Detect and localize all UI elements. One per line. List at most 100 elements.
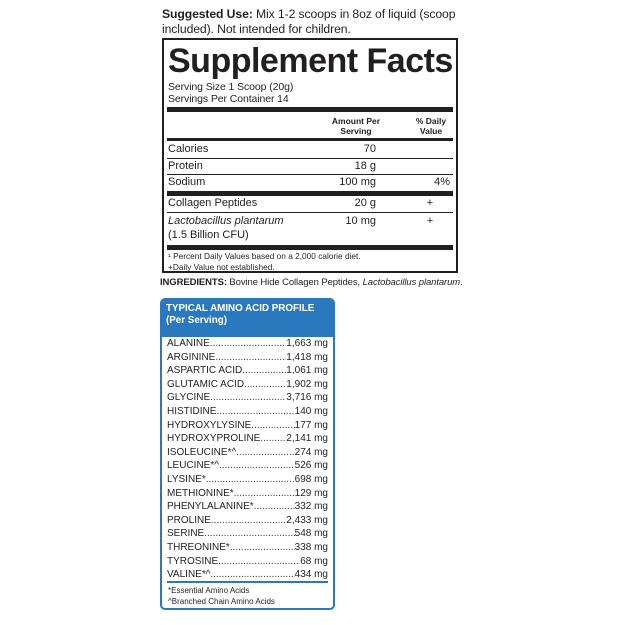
amino-row: LEUCINE*^ 526 mg (167, 459, 328, 473)
panel-title: Supplement Facts (168, 42, 453, 80)
leader-dots (210, 391, 286, 405)
leader-dots (230, 541, 295, 555)
nutrient-row-cont: (1.5 Billion CFU) (168, 228, 452, 242)
amino-row: ALANINE 1,663 mg (167, 337, 328, 351)
amino-name: THREONINE* (167, 542, 230, 553)
amino-row: METHIONINE* 129 mg (167, 487, 328, 501)
amino-value: 177 mg (294, 419, 328, 431)
amino-value: 140 mg (294, 406, 328, 417)
amino-value: 332 mg (294, 501, 328, 513)
amino-value: 2,141 mg (286, 433, 328, 445)
amino-row: PHENYLALANINE* 332 mg (167, 500, 328, 514)
leader-dots (251, 419, 294, 433)
amino-row: HYDROXYPROLINE 2,141 mg (167, 432, 328, 446)
amino-name: PHENYLALANINE* (167, 501, 254, 513)
amino-value: 2,433 mg (286, 514, 328, 526)
divider (167, 158, 453, 159)
amino-name: ISOLEUCINE*^ (167, 446, 237, 458)
amino-value: 129 mg (294, 487, 328, 499)
amino-name: LYSINE* (167, 474, 206, 485)
amino-row: GLUTAMIC ACID 1,902 mg (167, 378, 328, 392)
amino-row: HISTIDINE 140 mg (167, 405, 328, 419)
suggested-use-label: Suggested Use: (162, 7, 253, 21)
amino-value: 1,902 mg (286, 378, 328, 390)
leader-dots (211, 514, 286, 528)
footnote: *Essential Amino Acids (168, 586, 250, 595)
amino-row: GLYCINE 3,716 mg (167, 391, 328, 405)
nutrient-amount: 10 mg (345, 215, 376, 227)
ingredients-label: INGREDIENTS: (160, 277, 227, 288)
divider (167, 174, 453, 175)
nutrient-row: Lactobacillus plantarum 10 mg + (168, 214, 452, 228)
amino-row: THREONINE* 338 mg (167, 541, 328, 555)
amino-name: HYDROXYLYSINE (167, 419, 252, 431)
amino-value: 1,061 mg (286, 365, 328, 377)
leader-dots (234, 487, 295, 501)
amino-row: SERINE 548 mg (167, 527, 328, 541)
ingredients: INGREDIENTS: Bovine Hide Collagen Peptid… (160, 277, 463, 288)
leader-dots (219, 459, 295, 473)
divider (167, 107, 453, 112)
amino-value: 526 mg (294, 460, 328, 472)
amino-name: METHIONINE* (167, 487, 234, 499)
nutrient-row: Calories 70 (168, 142, 452, 156)
divider (167, 212, 453, 213)
nutrient-dv: + (426, 215, 434, 227)
leader-dots (218, 555, 300, 569)
leader-dots (254, 500, 295, 514)
amino-name: SERINE (167, 528, 205, 540)
amino-name: TYROSINE (167, 555, 219, 567)
ingredients-text: Bovine Hide Collagen Peptides, (226, 277, 363, 288)
amino-value: 3,716 mg (286, 392, 328, 404)
amino-name: GLUTAMIC ACID (167, 378, 245, 390)
nutrient-amount: 18 g (354, 160, 376, 172)
amino-value: 1,663 mg (286, 338, 328, 349)
amino-value: 1,418 mg (286, 351, 328, 363)
amino-row: ISOLEUCINE*^ 274 mg (167, 446, 328, 460)
leader-dots (204, 527, 294, 541)
amino-value: 274 mg (294, 446, 328, 458)
nutrient-name: Calories (168, 143, 209, 155)
col-amount-header: Amount Per Serving (331, 116, 381, 136)
footnote: ^Branched Chain Amino Acids (168, 597, 275, 606)
leader-dots (215, 351, 286, 365)
nutrient-name: Protein (168, 160, 203, 172)
amino-row: VALINE*^ 434 mg (167, 568, 328, 582)
nutrient-dv: 4% (434, 176, 450, 188)
leader-dots (244, 378, 286, 392)
leader-dots (210, 568, 294, 582)
leader-dots (260, 432, 286, 446)
amino-acid-profile: TYPICAL AMINO ACID PROFILE (Per Serving)… (160, 298, 335, 610)
nutrient-name: Lactobacillus plantarum (168, 215, 284, 227)
divider (167, 138, 453, 141)
amino-name: HYDROXYPROLINE (167, 433, 261, 445)
serving-size: Serving Size 1 Scoop (20g) (168, 81, 294, 93)
nutrient-row: Protein 18 g (168, 159, 452, 173)
nutrient-row: Collagen Peptides 20 g + (168, 196, 452, 210)
amino-name: VALINE*^ (167, 569, 211, 581)
amino-name: PROLINE (167, 514, 211, 526)
nutrient-amount: 100 mg (339, 176, 376, 188)
col-dv-header: % Daily Value (415, 116, 447, 136)
nutrient-name: Collagen Peptides (168, 197, 258, 209)
nutrient-note: (1.5 Billion CFU) (168, 229, 249, 241)
nutrient-dv: + (426, 197, 434, 209)
amino-name: HISTIDINE (167, 406, 217, 417)
nutrient-amount: 20 g (354, 197, 376, 209)
amino-name: LEUCINE*^ (167, 460, 219, 472)
amino-row: ARGININE 1,418 mg (167, 351, 328, 365)
suggested-use: Suggested Use: Mix 1-2 scoops in 8oz of … (162, 7, 462, 37)
amino-name: GLYCINE (167, 392, 211, 404)
divider (167, 245, 453, 250)
ingredients-italic: Lactobacillus plantarum (362, 277, 461, 288)
amino-row: PROLINE 2,433 mg (167, 514, 328, 528)
nutrient-amount: 70 (363, 143, 376, 155)
footnote: ¹ Percent Daily Values based on a 2,000 … (168, 251, 361, 261)
amino-row: LYSINE* 698 mg (167, 473, 328, 487)
leader-dots (206, 473, 295, 487)
amino-value: 434 mg (294, 569, 328, 581)
divider (167, 191, 453, 196)
leader-dots (216, 405, 294, 419)
amino-row: TYROSINE 68 mg (167, 555, 328, 569)
amino-name: ALANINE (167, 338, 210, 349)
